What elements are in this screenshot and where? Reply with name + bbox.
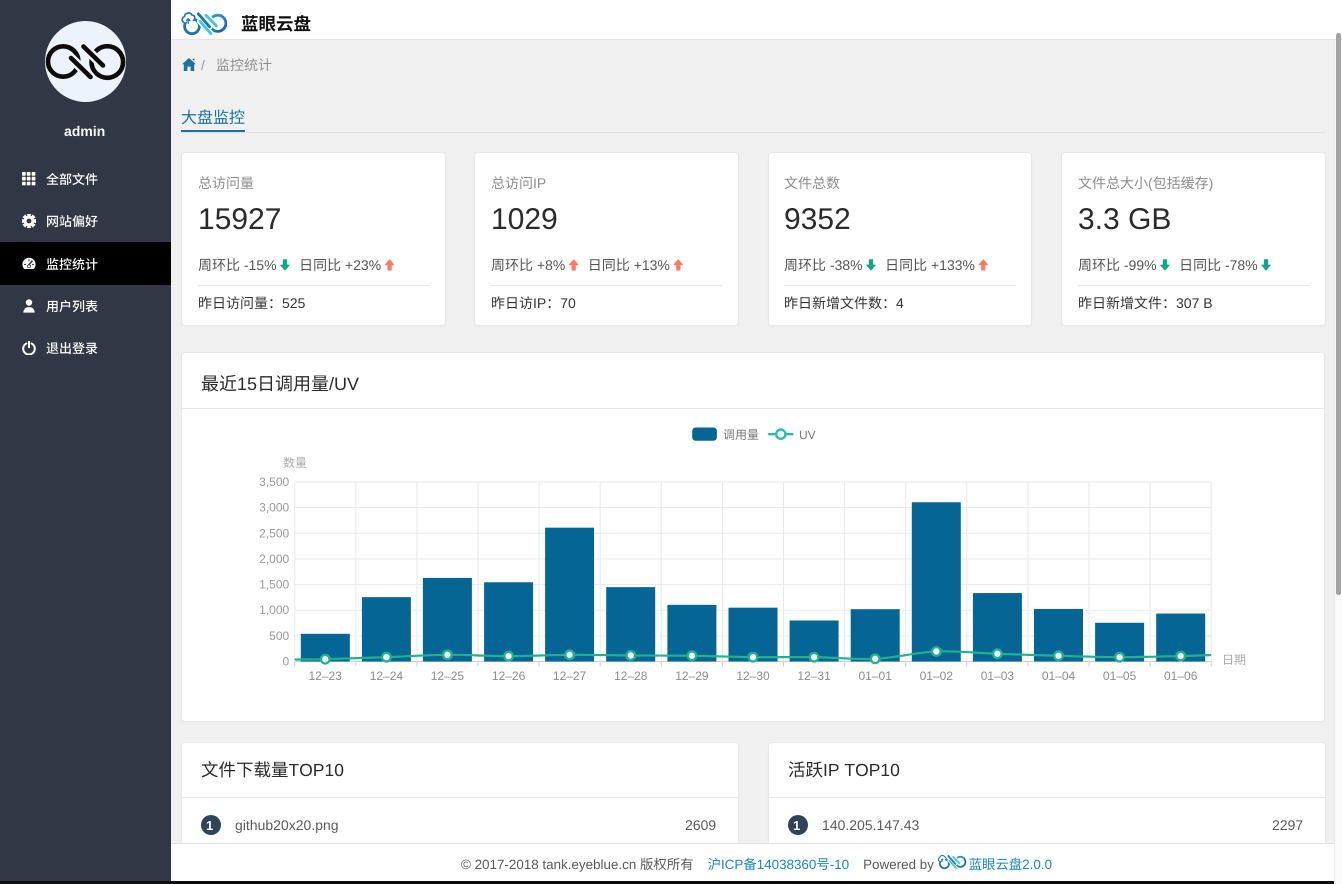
- svg-text:12–26: 12–26: [492, 669, 526, 683]
- svg-text:12–24: 12–24: [370, 669, 404, 683]
- svg-text:01–04: 01–04: [1042, 669, 1076, 683]
- svg-text:1,000: 1,000: [259, 603, 289, 617]
- svg-text:01–05: 01–05: [1103, 669, 1137, 683]
- svg-text:01–02: 01–02: [920, 669, 954, 683]
- svg-text:2,500: 2,500: [259, 526, 289, 540]
- svg-text:2,000: 2,000: [259, 552, 289, 566]
- svg-text:01–03: 01–03: [981, 669, 1015, 683]
- svg-text:12–27: 12–27: [553, 669, 587, 683]
- svg-text:12–25: 12–25: [431, 669, 465, 683]
- svg-text:1,500: 1,500: [259, 578, 289, 592]
- svg-text:12–31: 12–31: [797, 669, 831, 683]
- svg-text:3,000: 3,000: [259, 501, 289, 515]
- svg-text:500: 500: [269, 629, 289, 643]
- svg-text:01–01: 01–01: [859, 669, 893, 683]
- svg-text:12–29: 12–29: [675, 669, 709, 683]
- svg-text:01–06: 01–06: [1164, 669, 1198, 683]
- svg-text:0: 0: [283, 655, 290, 669]
- svg-text:12–30: 12–30: [736, 669, 770, 683]
- svg-text:12–28: 12–28: [614, 669, 648, 683]
- svg-text:12–23: 12–23: [309, 669, 343, 683]
- svg-text:3,500: 3,500: [259, 475, 289, 489]
